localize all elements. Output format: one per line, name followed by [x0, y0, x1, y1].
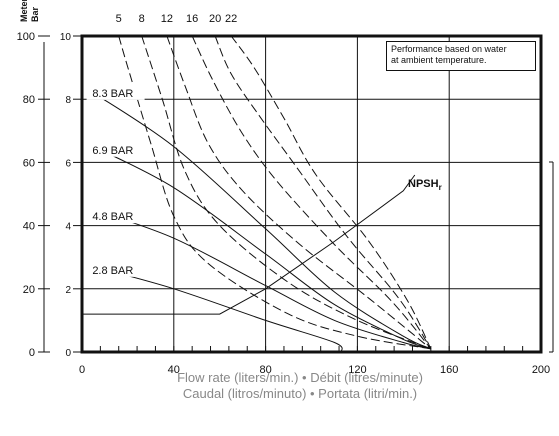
- air-curve-8: [141, 35, 431, 350]
- x-axis-caption-1: Flow rate (liters/min.) • Débit (litres/…: [177, 370, 423, 385]
- ticks: 0 40 80 120 160 200 0 20 40 60 80 100 0 2 4 6 8 10: [17, 31, 553, 376]
- labels: 5 8 12 16 20 22 8.3 BAR 6.9 BAR 4.8 BAR 2.8 BAR: [86, 13, 237, 277]
- npsh-curve: [82, 174, 416, 315]
- air-curve-20: [214, 35, 432, 350]
- y-tick-label: 40: [23, 221, 35, 233]
- plot-frame: [80, 34, 543, 354]
- pressure-label-bg: [86, 141, 145, 157]
- bar-tick-label: 4: [65, 222, 71, 233]
- pressure-label: 8.3 BAR: [92, 88, 133, 100]
- y-tick-label: 20: [23, 284, 35, 296]
- air-curve-label: 20: [209, 13, 221, 25]
- pressure-label: 4.8 BAR: [92, 211, 133, 223]
- note-line-1: Performance based on water: [391, 44, 507, 54]
- y-tick-label: 100: [17, 31, 35, 43]
- pressure-curve: [93, 266, 343, 353]
- pressure-label-bg: [86, 84, 145, 100]
- air-curve-label: 16: [186, 13, 198, 25]
- pressure-label-bg: [86, 208, 145, 224]
- x-tick-label: 80: [259, 364, 271, 376]
- air-curve-22: [230, 35, 432, 350]
- npsh-label-sub: r: [439, 183, 442, 192]
- bar-axis-title: Bar: [30, 6, 40, 22]
- grid: [82, 36, 541, 352]
- x-tick-label: 120: [348, 364, 366, 376]
- air-curve-label: 8: [139, 13, 145, 25]
- air-curve-label: 22: [225, 13, 237, 25]
- bar-tick-label: 10: [60, 32, 72, 43]
- air-curve-label: 12: [161, 13, 173, 25]
- air-curve-5: [118, 35, 431, 350]
- air-curve-label: 5: [116, 13, 122, 25]
- pressure-label: 6.9 BAR: [92, 145, 133, 157]
- bar-tick-label: 8: [65, 95, 71, 106]
- note-line-2: at ambient temperature.: [391, 55, 487, 65]
- x-tick-label: 200: [532, 364, 550, 376]
- air-curve-16: [191, 35, 432, 350]
- bar-tick-label: 0: [65, 348, 71, 359]
- x-tick-label: 40: [168, 364, 180, 376]
- bar-tick-label: 6: [65, 158, 71, 169]
- pressure-curve: [93, 209, 431, 350]
- x-axis-caption-2: Caudal (litros/minuto) • Portata (litri/…: [182, 386, 418, 401]
- y-tick-label: 80: [23, 94, 35, 106]
- y-tick-label: 60: [23, 157, 35, 169]
- air-curve-12: [166, 35, 432, 350]
- npsh-label-main: NPSH: [408, 178, 439, 190]
- curves: [82, 35, 432, 353]
- pressure-label-bg: [86, 261, 145, 277]
- pressure-label: 2.8 BAR: [92, 265, 133, 277]
- x-tick-label: 0: [79, 364, 85, 376]
- pressure-curve: [93, 92, 432, 350]
- left-axis-title: Meters: [19, 0, 29, 22]
- npsh-label: NPSHr: [408, 178, 442, 192]
- note-box: Performance based on water at ambient te…: [386, 41, 536, 71]
- x-tick-label: 160: [440, 364, 458, 376]
- pressure-curve: [93, 146, 431, 350]
- bar-tick-label: 2: [65, 285, 71, 296]
- y-tick-label: 0: [29, 347, 35, 359]
